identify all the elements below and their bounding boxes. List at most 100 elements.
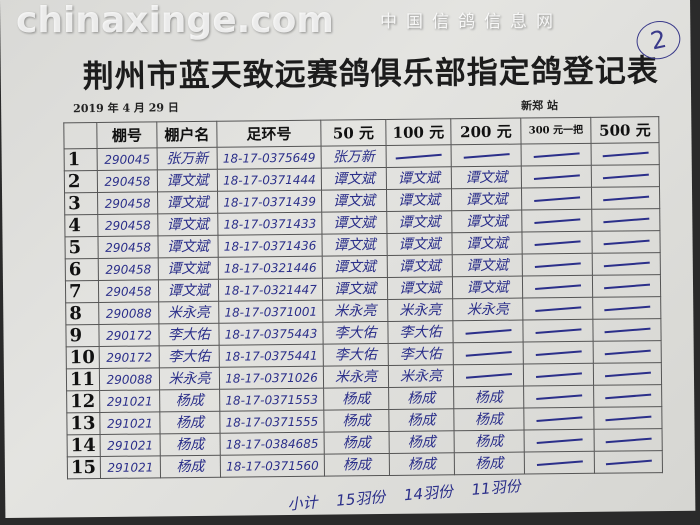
cell-c300 [523,341,594,365]
cell-loft: 291021 [99,389,160,413]
cell-c500 [591,186,660,210]
cell-c500 [592,318,662,342]
cell-c50: 谭文斌 [321,233,388,257]
cell-loft: 291021 [99,411,161,435]
dash-mark [465,373,512,379]
cell-c500 [593,362,662,386]
cell-c50: 米永亮 [322,299,388,323]
cell-c100: 谭文斌 [386,188,452,212]
cell-owner: 米永亮 [158,301,219,324]
cell-ring: 18-17-0371001 [218,300,323,324]
cell-c300 [522,275,593,299]
cell-c100: 米永亮 [388,364,454,388]
cell-c50: 张万新 [321,145,387,169]
dash-mark [533,152,580,158]
column-header: 300 元一把 [520,117,592,145]
dash-mark [604,393,651,400]
cell-n: 5 [64,236,99,259]
column-header: 100 元 [385,118,452,146]
dash-mark [603,305,650,312]
cell-c300 [521,209,592,233]
registration-table: 棚号 棚户名 足环号 50 元 100 元 200 元 300 元一把 500 元 1 2900… [63,116,663,479]
cell-c500 [594,450,663,474]
cell-owner: 谭文斌 [158,257,219,280]
column-header: 棚户名 [156,121,218,148]
cell-ring: 18-17-0321446 [218,256,323,280]
cell-ring: 18-17-0371444 [217,168,322,192]
cell-c50: 谭文斌 [321,189,387,213]
cell-c50: 李大佑 [323,343,389,367]
cell-n: 9 [65,324,100,347]
cell-c50: 杨成 [324,431,390,455]
cell-n: 14 [67,434,101,457]
cell-c200 [452,320,524,343]
cell-c100: 谭文斌 [386,166,452,190]
dash-mark [535,416,582,422]
cell-c200: 米永亮 [452,298,523,321]
cell-c200: 谭文斌 [451,166,522,189]
cell-c200: 杨成 [454,452,525,475]
cell-loft: 290458 [97,213,158,237]
cell-c500 [591,164,660,188]
cell-loft: 291021 [100,433,161,457]
cell-c500 [593,384,662,408]
dash-mark [604,327,650,334]
cell-loft: 290458 [98,257,159,281]
column-header: 棚号 [96,121,158,149]
subtotal-200: 11羽份 [470,476,522,499]
cell-c50: 杨成 [323,409,390,433]
cell-c500 [593,340,662,364]
dash-mark [605,459,652,466]
cell-c200: 谭文斌 [452,276,523,299]
cell-n: 1 [64,148,98,171]
dash-mark [536,460,583,466]
cell-loft: 291021 [100,455,161,479]
cell-c50: 谭文斌 [322,255,388,279]
document-title: 荆州市蓝天致远赛鸽俱乐部指定鸽登记表 [82,53,659,96]
dash-mark [535,350,582,356]
cell-loft: 290458 [98,279,159,303]
dash-mark [603,261,650,268]
cell-owner: 杨成 [160,433,221,456]
dash-mark [533,174,580,180]
dash-mark [534,240,581,246]
cell-ring: 18-17-0384685 [220,432,325,456]
cell-c300 [523,407,595,431]
cell-c300 [522,319,594,343]
cell-n: 3 [64,192,98,215]
cell-n: 6 [65,258,99,281]
cell-c50: 谭文斌 [322,277,388,301]
cell-c100: 谭文斌 [386,232,453,256]
column-header: 足环号 [216,120,322,148]
cell-c100: 谭文斌 [387,254,453,278]
cell-loft: 290172 [99,345,160,369]
cell-c300 [522,253,593,277]
cell-loft: 290045 [97,147,158,171]
watermark-site-name: 中国信鸽信息网 [380,12,562,32]
cell-ring: 18-17-0371553 [219,388,324,412]
cell-c500 [593,406,663,430]
dash-mark [602,173,649,180]
cell-loft: 290458 [97,191,158,215]
subtotal-label: 小计 [286,493,319,514]
cell-n: 2 [64,170,98,193]
cell-c300 [522,297,593,321]
cell-c50: 谭文斌 [321,211,387,235]
cell-c500 [592,252,661,276]
cell-loft: 290458 [97,169,158,193]
cell-loft: 290458 [97,235,159,259]
cell-c200: 谭文斌 [452,254,523,277]
dash-mark [602,151,649,158]
cell-ring: 18-17-0375649 [217,146,322,170]
cell-c500 [591,230,661,254]
dash-mark [536,438,583,444]
cell-c100: 杨成 [389,430,455,454]
dash-mark [604,349,651,356]
cell-owner: 谭文斌 [157,235,219,258]
cell-c300 [521,187,592,211]
cell-ring: 18-17-0321447 [218,278,323,302]
column-header [63,122,98,149]
cell-c100: 谭文斌 [386,210,452,234]
cell-owner: 谭文斌 [157,213,218,236]
cell-c100: 杨成 [388,408,455,432]
